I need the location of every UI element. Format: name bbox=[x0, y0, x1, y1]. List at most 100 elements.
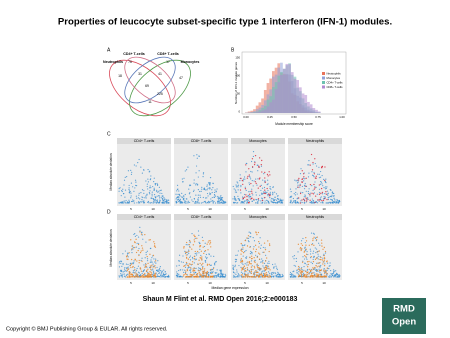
scatter-point bbox=[138, 272, 141, 274]
scatter-point bbox=[311, 243, 314, 245]
scatter-point bbox=[201, 186, 203, 188]
scatter-point bbox=[276, 268, 278, 271]
scatter-point bbox=[293, 255, 296, 257]
scatter-point bbox=[176, 184, 179, 186]
scatter-point bbox=[258, 276, 260, 278]
scatter-point bbox=[314, 195, 317, 197]
scatter-point bbox=[335, 274, 337, 276]
scatter-point bbox=[185, 270, 187, 272]
scatter-point bbox=[184, 272, 187, 275]
scatter-point bbox=[242, 267, 244, 269]
scatter-point bbox=[137, 197, 140, 199]
scatter-points bbox=[175, 230, 227, 278]
scatter-point bbox=[264, 171, 266, 174]
scatter-point bbox=[237, 273, 239, 275]
panel-label: A bbox=[107, 47, 111, 53]
scatter-point bbox=[234, 258, 237, 260]
scatter-point bbox=[142, 274, 145, 276]
scatter-point bbox=[241, 262, 243, 264]
scatter-point bbox=[240, 260, 243, 262]
histogram-bar bbox=[272, 99, 275, 113]
scatter-point bbox=[305, 255, 307, 258]
venn-set bbox=[109, 59, 171, 117]
scatter-point bbox=[338, 199, 341, 202]
scatter-point bbox=[146, 258, 149, 260]
scatter-point bbox=[131, 262, 133, 264]
scatter-point bbox=[312, 238, 314, 240]
scatter-point bbox=[309, 164, 311, 166]
scatter-point bbox=[304, 241, 306, 244]
scatter-point bbox=[322, 276, 324, 278]
scatter-point bbox=[221, 274, 223, 276]
histogram-bar bbox=[304, 94, 308, 113]
scatter-point bbox=[321, 183, 323, 185]
scatter-point bbox=[163, 197, 165, 199]
scatter-point bbox=[257, 198, 260, 200]
scatter-point bbox=[249, 195, 251, 197]
scatter-point bbox=[153, 177, 155, 179]
scatter-point bbox=[248, 200, 250, 203]
scatter-point bbox=[161, 202, 163, 204]
scatter-point bbox=[204, 250, 206, 253]
x-tick-label: 5 bbox=[301, 207, 303, 211]
scatter-point bbox=[255, 194, 257, 196]
scatter-point bbox=[160, 189, 162, 191]
scatter-point bbox=[324, 180, 326, 182]
scatter-point bbox=[264, 247, 266, 249]
scatter-point bbox=[130, 276, 133, 278]
scatter-point bbox=[248, 241, 250, 243]
scatter-point bbox=[192, 269, 194, 271]
scatter-point bbox=[331, 194, 333, 196]
scatter-point bbox=[244, 267, 247, 270]
scatter-point bbox=[272, 201, 275, 204]
scatter-point bbox=[189, 245, 191, 248]
scatter-point bbox=[153, 241, 155, 243]
scatter-point bbox=[317, 255, 319, 257]
scatter-point bbox=[316, 274, 318, 277]
scatter-point bbox=[314, 276, 316, 278]
scatter-point bbox=[134, 272, 136, 274]
scatter-point bbox=[196, 184, 199, 186]
scatter-point bbox=[153, 258, 155, 260]
scatter-point bbox=[220, 195, 222, 197]
scatter-point bbox=[255, 191, 257, 193]
scatter-point bbox=[224, 202, 226, 204]
scatter-point bbox=[196, 250, 199, 253]
scatter-point bbox=[122, 192, 125, 195]
scatter-point bbox=[299, 248, 301, 250]
scatter-point bbox=[232, 271, 235, 274]
scatter-point bbox=[244, 186, 246, 188]
scatter-point bbox=[263, 251, 265, 253]
scatter-point bbox=[262, 265, 264, 267]
scatter-point bbox=[271, 197, 273, 200]
scatter-point bbox=[132, 270, 134, 272]
scatter-point bbox=[136, 242, 138, 244]
scatter-point bbox=[263, 242, 266, 244]
scatter-point bbox=[326, 274, 328, 276]
scatter-point bbox=[258, 199, 260, 202]
scatter-point bbox=[274, 263, 276, 265]
scatter-point bbox=[204, 256, 207, 258]
scatter-point bbox=[201, 236, 203, 238]
scatter-point bbox=[193, 179, 195, 181]
scatter-point bbox=[316, 236, 318, 238]
venn-count: 17 bbox=[166, 60, 170, 64]
scatter-point bbox=[310, 232, 313, 234]
scatter-point bbox=[145, 263, 147, 266]
scatter-point bbox=[303, 180, 305, 182]
scatter-point bbox=[265, 275, 267, 278]
scatter-point bbox=[130, 197, 132, 199]
scatter-point bbox=[240, 253, 242, 255]
scatter-point bbox=[220, 272, 222, 275]
scatter-point bbox=[217, 273, 220, 276]
scatter-point bbox=[185, 243, 187, 246]
scatter-point bbox=[205, 274, 207, 276]
scatter-point bbox=[120, 195, 122, 197]
scatter-point bbox=[151, 257, 153, 259]
scatter-point bbox=[163, 274, 166, 276]
scatter-point bbox=[253, 257, 255, 259]
scatter-point bbox=[259, 194, 261, 196]
scatter-point bbox=[141, 257, 143, 259]
scatter-point bbox=[178, 190, 180, 192]
scatter-point bbox=[267, 202, 269, 204]
